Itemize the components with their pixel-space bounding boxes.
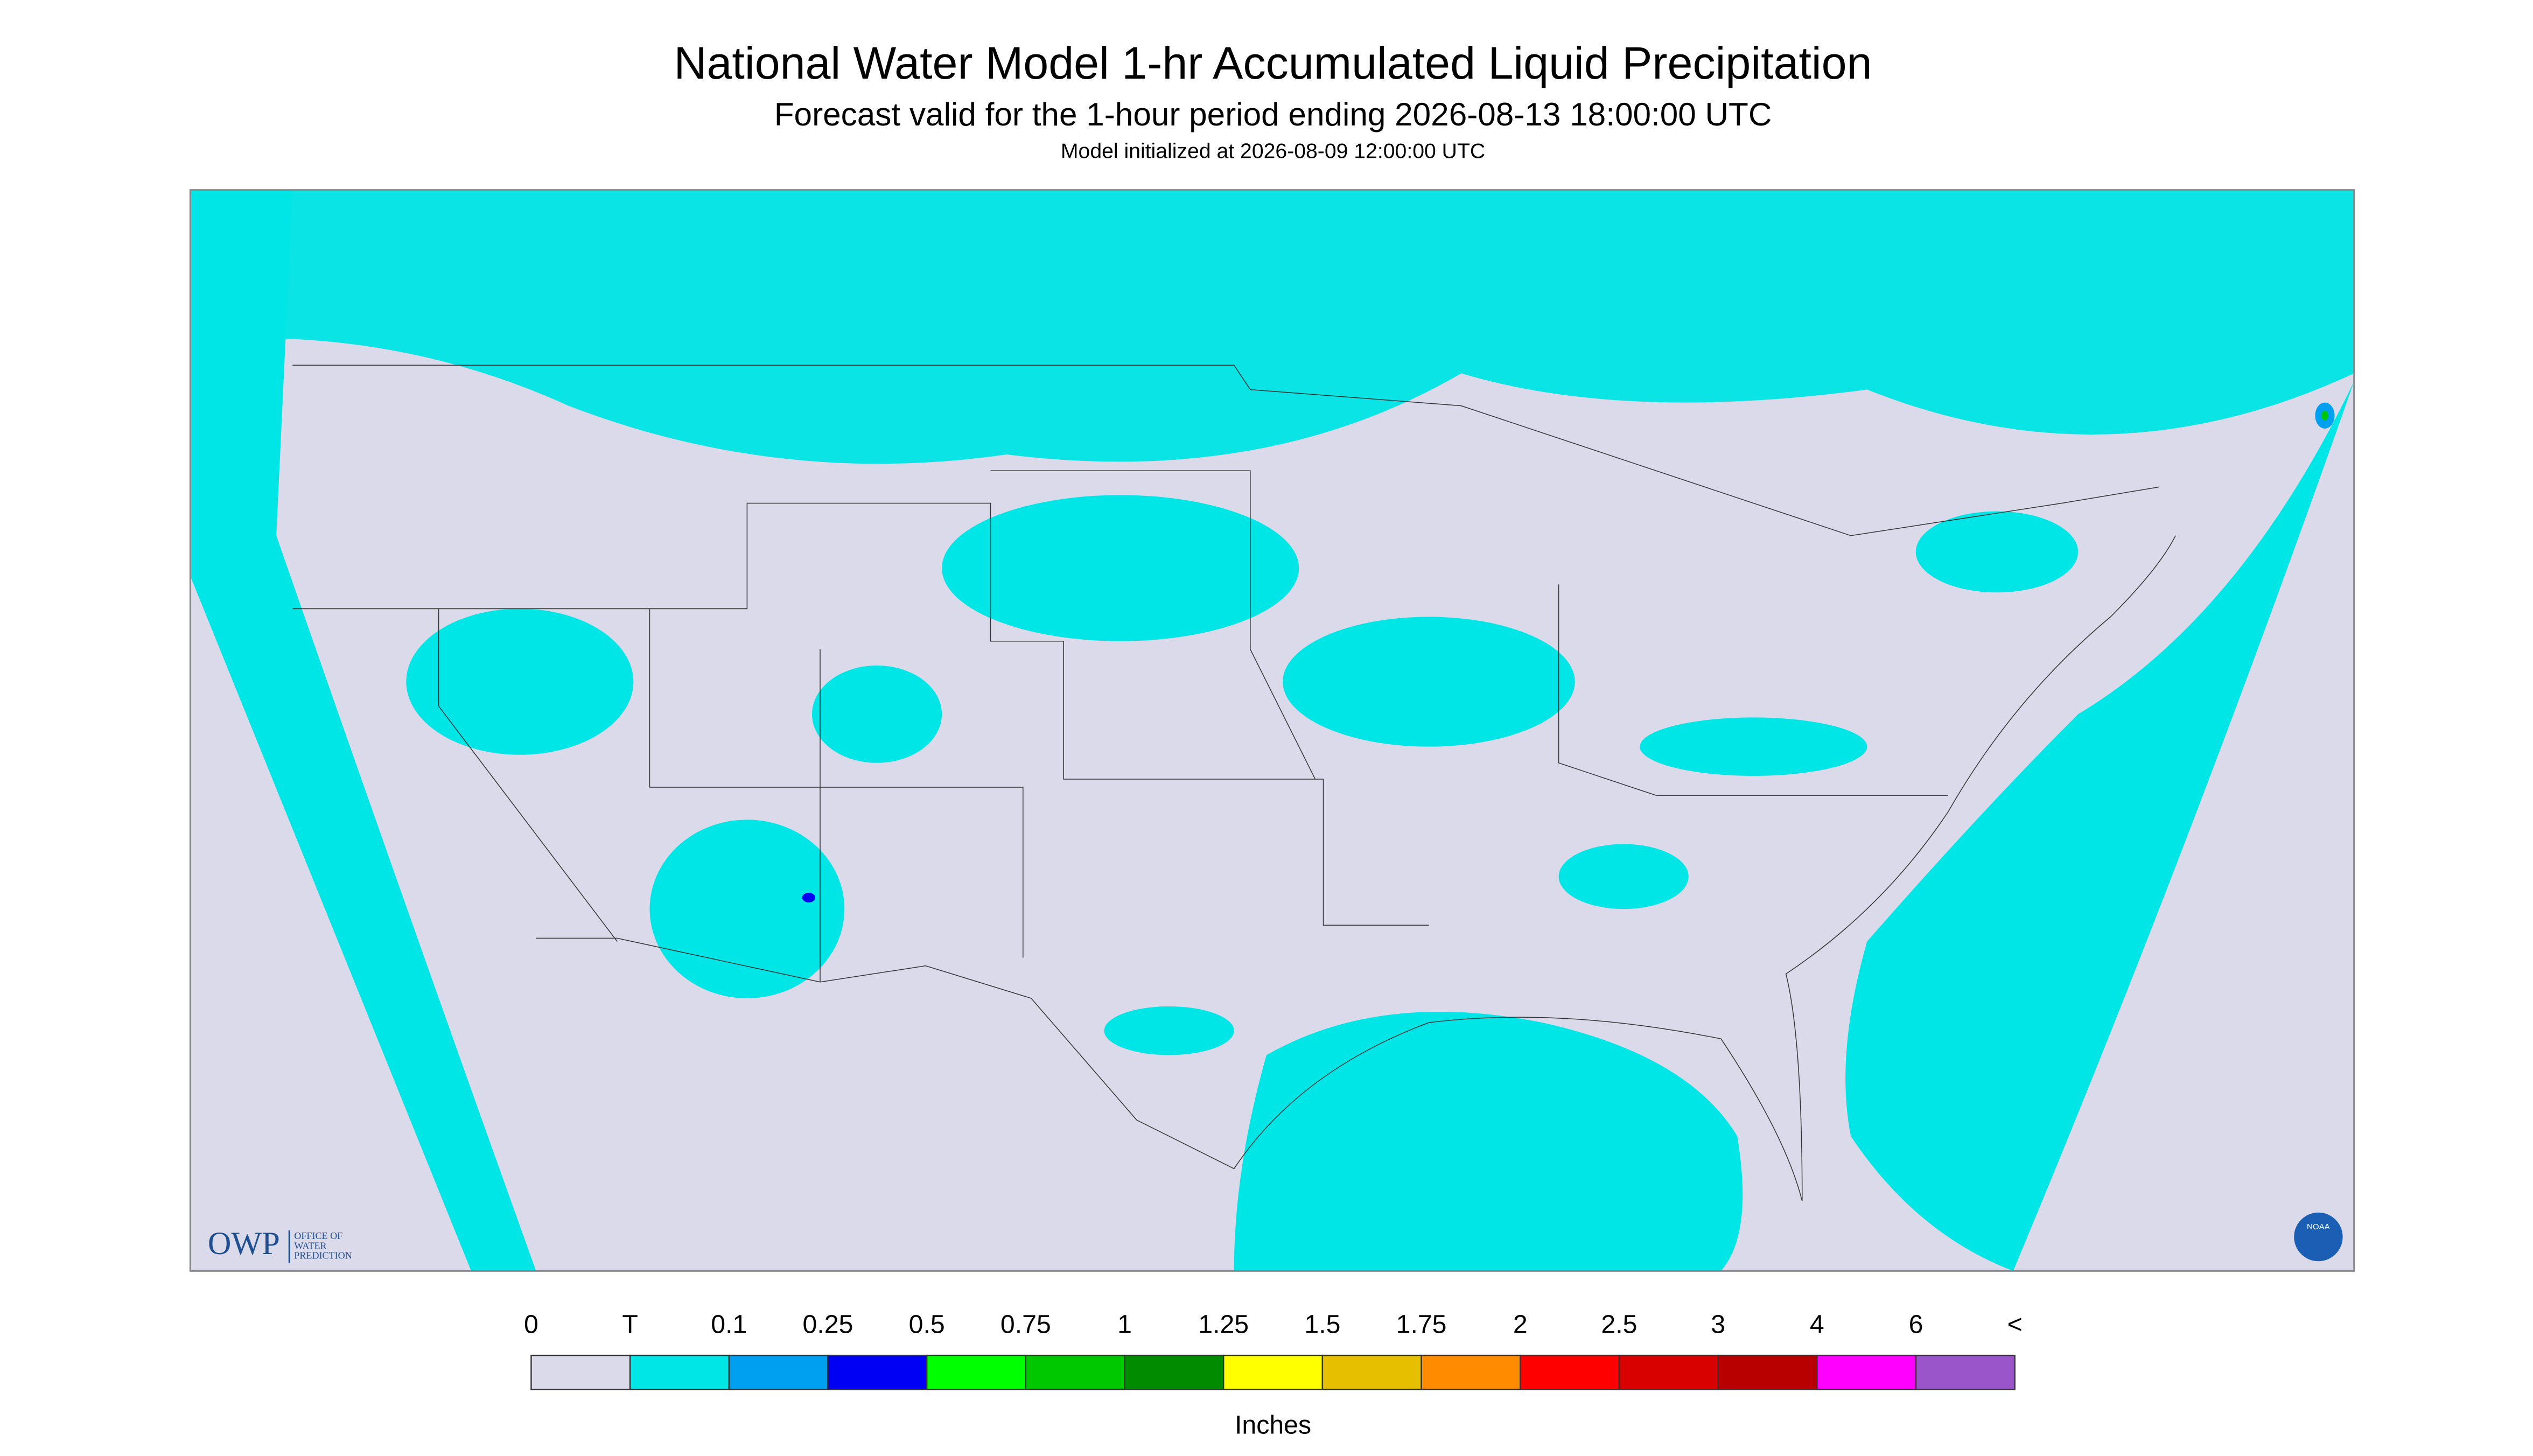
legend-label: 0.1 xyxy=(711,1310,747,1339)
noaa-logo xyxy=(2294,1212,2343,1262)
owp-logo: OWP xyxy=(208,1226,280,1262)
legend-swatch xyxy=(1421,1354,1521,1390)
precip-area xyxy=(1915,511,2079,593)
precip-area xyxy=(649,820,845,998)
precip-area xyxy=(190,190,536,1271)
legend-label: 0.75 xyxy=(1000,1310,1051,1339)
legend-label: 4 xyxy=(1810,1310,1824,1339)
precip-area xyxy=(1104,1006,1234,1055)
precip-area xyxy=(802,892,815,903)
legend-label: 0 xyxy=(524,1310,538,1339)
precip-area xyxy=(1283,617,1575,747)
legend-swatch xyxy=(1124,1354,1224,1390)
owp-name: OFFICE OF xyxy=(294,1230,342,1241)
precip-area xyxy=(2321,410,2328,421)
legend-swatch xyxy=(926,1354,1027,1390)
legend-label: 1 xyxy=(1117,1310,1132,1339)
owp-name: PREDICTION xyxy=(294,1250,352,1261)
precip-area xyxy=(190,190,2354,464)
legend-label: < xyxy=(2007,1310,2023,1339)
legend-swatch xyxy=(1717,1354,1818,1390)
map: OWP OFFICE OF WATER PREDICTION NOAA xyxy=(189,189,2355,1272)
legend-label: 1.5 xyxy=(1304,1310,1340,1339)
legend-swatch xyxy=(629,1354,730,1390)
legend-unit: Inches xyxy=(1235,1410,1311,1439)
outside-domain xyxy=(2013,381,2354,1271)
precip-area xyxy=(1640,717,1867,776)
legend-label: 1.75 xyxy=(1396,1310,1447,1339)
legend-label: 2 xyxy=(1513,1310,1528,1339)
legend-label: 2.5 xyxy=(1601,1310,1637,1339)
legend-swatch xyxy=(1915,1354,2016,1390)
legend-swatch xyxy=(1321,1354,1422,1390)
owp-name: WATER xyxy=(294,1240,327,1251)
map-frame xyxy=(189,189,2355,1272)
title: National Water Model 1-hr Accumulated Li… xyxy=(674,38,1872,88)
legend-swatch xyxy=(1618,1354,1719,1390)
legend-swatch xyxy=(1816,1354,1917,1390)
coastline xyxy=(1234,535,2176,1201)
outside-domain xyxy=(190,576,471,1271)
noaa-logo-text: NOAA xyxy=(2307,1222,2331,1231)
init-time: Model initialized at 2026-08-09 12:00:00… xyxy=(1061,140,1485,163)
legend-swatch xyxy=(728,1354,829,1390)
border-line xyxy=(536,937,1235,1170)
legend-swatch xyxy=(1025,1354,1125,1390)
border-line xyxy=(292,365,2160,536)
precip-area xyxy=(811,665,942,763)
state-lines xyxy=(292,470,1949,982)
subtitle: Forecast valid for the 1-hour period end… xyxy=(774,96,1772,132)
legend-swatch xyxy=(827,1354,928,1390)
legend-label: 0.5 xyxy=(909,1310,945,1339)
legend-label: 1.25 xyxy=(1198,1310,1249,1339)
legend-swatch xyxy=(1223,1354,1324,1390)
precip-area xyxy=(406,608,634,755)
legend-label: 0.25 xyxy=(803,1310,853,1339)
legend-label: T xyxy=(622,1310,638,1339)
legend-label: 6 xyxy=(1909,1310,1923,1339)
precip-area xyxy=(942,495,1299,641)
precip-area xyxy=(1234,1012,1743,1271)
legend-swatch xyxy=(1520,1354,1620,1390)
legend-label: 3 xyxy=(1711,1310,1725,1339)
legend-swatch xyxy=(530,1354,631,1390)
legend: 0 T 0.1 0.25 0.5 0.75 1 1.25 1.5 1.75 2 2.5 3 4 6 < xyxy=(524,1310,2023,1390)
precip-area xyxy=(1558,844,1689,909)
